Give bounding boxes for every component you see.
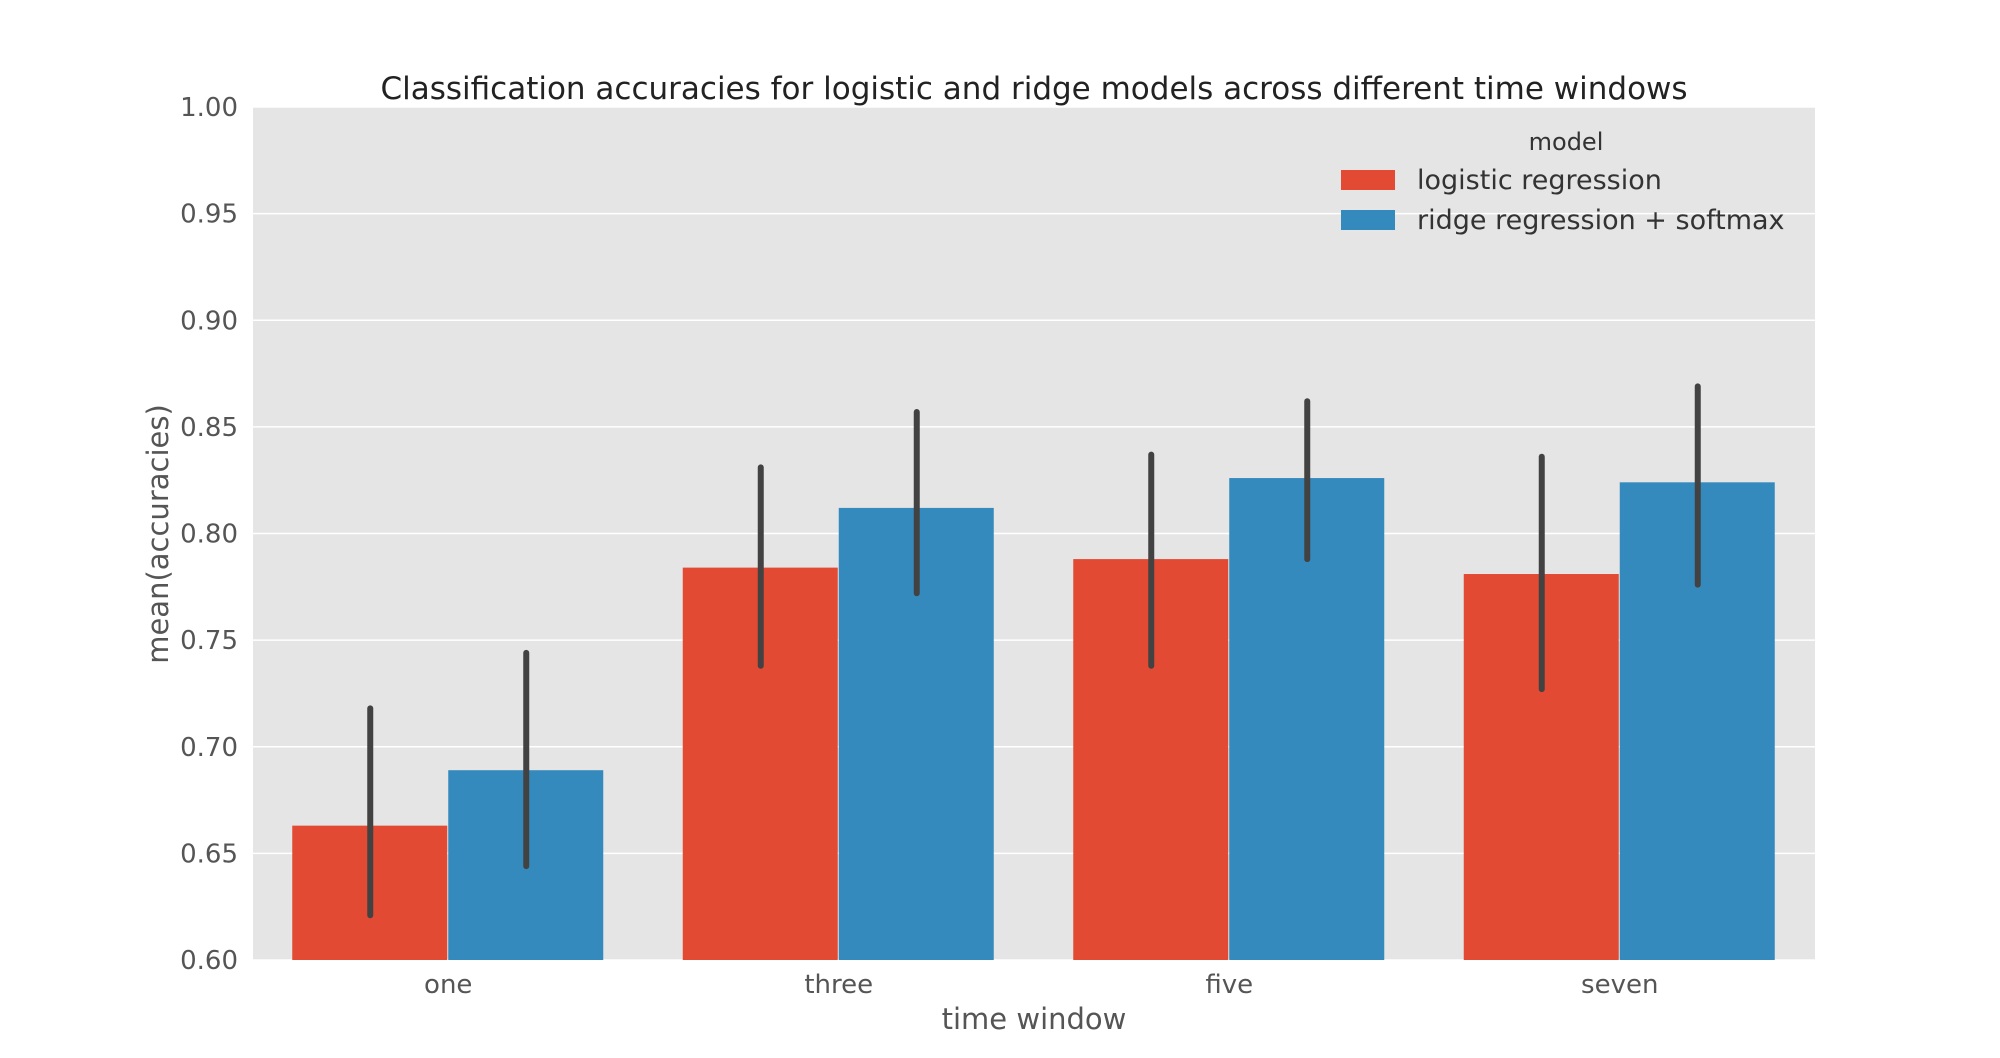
error-bars: [367, 383, 1701, 919]
y-tick-label: 0.90: [180, 306, 238, 336]
y-tick-label: 0.80: [180, 520, 238, 550]
x-tick-label-seven: seven: [1581, 970, 1658, 1000]
y-tick-label: 0.60: [180, 946, 238, 976]
y-tick-label: 0.85: [180, 413, 238, 443]
legend-swatch-ridge-regression-softmax: [1341, 210, 1395, 230]
y-tick-label: 0.95: [180, 200, 238, 230]
bars: [292, 478, 1775, 960]
x-tick-label-one: one: [424, 970, 472, 1000]
chart-title: Classification accuracies for logistic a…: [380, 71, 1687, 107]
legend-label-logistic-regression: logistic regression: [1417, 165, 1662, 196]
legend-label-ridge-regression-softmax: ridge regression + softmax: [1417, 205, 1785, 236]
y-tick-label: 0.75: [180, 626, 238, 656]
x-tick-label-five: five: [1205, 970, 1253, 1000]
y-axis-label: mean(accuracies): [141, 404, 175, 664]
legend-title: model: [1529, 128, 1604, 156]
y-tick-labels: 0.60 0.65 0.70 0.75 0.80 0.85 0.90 0.95 1.00: [180, 93, 238, 976]
y-tick-label: 0.70: [180, 733, 238, 763]
y-tick-label: 0.65: [180, 839, 238, 869]
y-tick-label: 1.00: [180, 93, 238, 123]
x-tick-label-three: three: [804, 970, 873, 1000]
legend: model logistic regression ridge regressi…: [1341, 128, 1785, 236]
x-axis-label: time window: [942, 1002, 1127, 1036]
legend-swatch-logistic-regression: [1341, 170, 1395, 190]
x-tick-labels: one three five seven: [424, 970, 1658, 1000]
